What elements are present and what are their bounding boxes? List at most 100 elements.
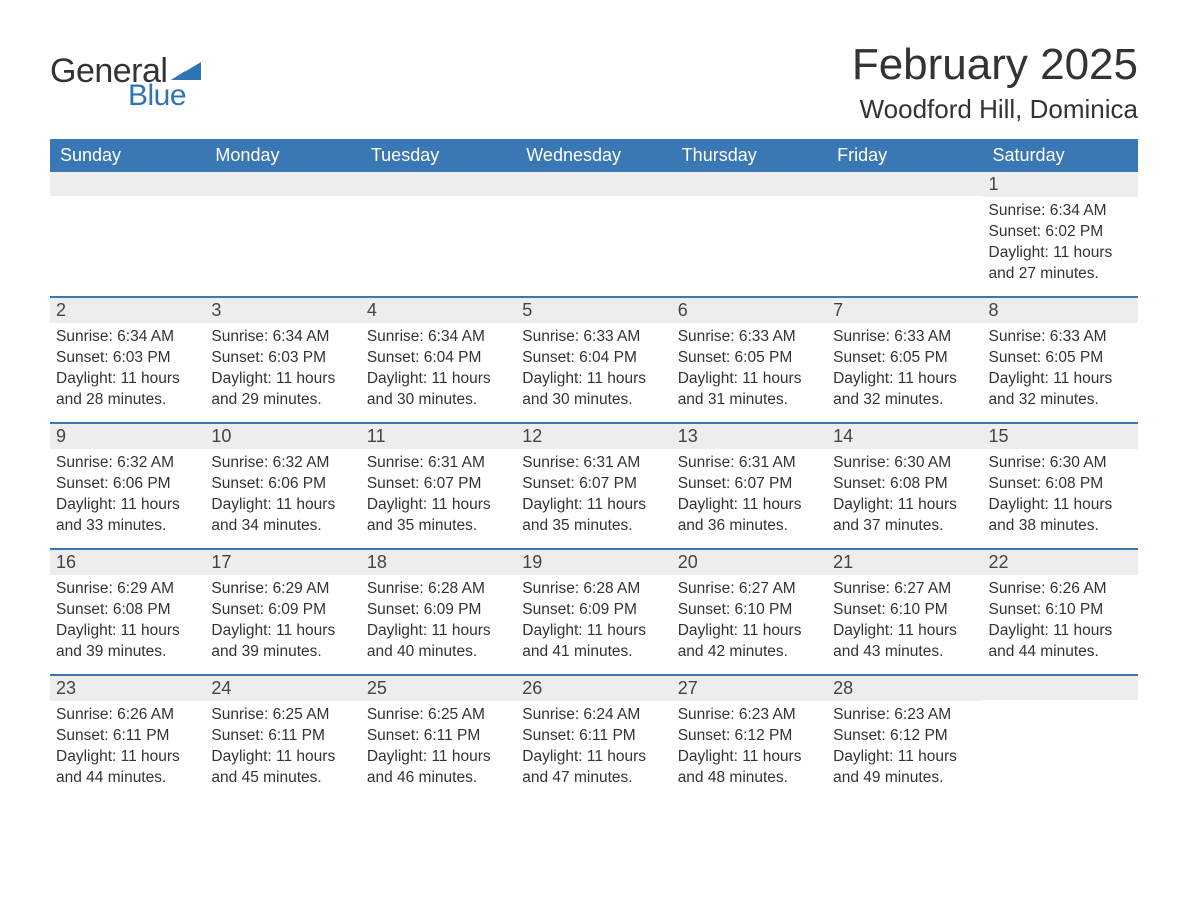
sunrise-line: Sunrise: 6:28 AM: [522, 579, 665, 600]
day-cell: 27Sunrise: 6:23 AMSunset: 6:12 PMDayligh…: [672, 676, 827, 800]
day-details: Sunrise: 6:34 AMSunset: 6:02 PMDaylight:…: [983, 197, 1138, 295]
day-details: Sunrise: 6:34 AMSunset: 6:03 PMDaylight:…: [205, 323, 360, 421]
day-number: 26: [516, 676, 671, 701]
sunset-line: Sunset: 6:10 PM: [989, 600, 1132, 621]
sunrise-line: Sunrise: 6:34 AM: [367, 327, 510, 348]
daylight-line: Daylight: 11 hours and 43 minutes.: [833, 621, 976, 663]
sunset-line: Sunset: 6:05 PM: [678, 348, 821, 369]
weekday-header: Thursday: [672, 139, 827, 172]
day-details: [516, 196, 671, 286]
sunrise-line: Sunrise: 6:31 AM: [367, 453, 510, 474]
daylight-line: Daylight: 11 hours and 37 minutes.: [833, 495, 976, 537]
day-cell: 8Sunrise: 6:33 AMSunset: 6:05 PMDaylight…: [983, 298, 1138, 422]
day-number: 11: [361, 424, 516, 449]
day-number: [361, 172, 516, 196]
sunrise-line: Sunrise: 6:23 AM: [833, 705, 976, 726]
day-cell: 17Sunrise: 6:29 AMSunset: 6:09 PMDayligh…: [205, 550, 360, 674]
sunset-line: Sunset: 6:10 PM: [833, 600, 976, 621]
day-cell: 15Sunrise: 6:30 AMSunset: 6:08 PMDayligh…: [983, 424, 1138, 548]
day-details: Sunrise: 6:28 AMSunset: 6:09 PMDaylight:…: [516, 575, 671, 673]
day-number: 16: [50, 550, 205, 575]
sunset-line: Sunset: 6:09 PM: [522, 600, 665, 621]
sunrise-line: Sunrise: 6:30 AM: [989, 453, 1132, 474]
day-number: 1: [983, 172, 1138, 197]
day-number: [205, 172, 360, 196]
day-cell: [516, 172, 671, 296]
day-cell: [827, 172, 982, 296]
sunset-line: Sunset: 6:05 PM: [989, 348, 1132, 369]
sunrise-line: Sunrise: 6:29 AM: [211, 579, 354, 600]
day-cell: 18Sunrise: 6:28 AMSunset: 6:09 PMDayligh…: [361, 550, 516, 674]
day-number: 27: [672, 676, 827, 701]
sunset-line: Sunset: 6:08 PM: [56, 600, 199, 621]
day-details: Sunrise: 6:26 AMSunset: 6:10 PMDaylight:…: [983, 575, 1138, 673]
day-cell: [205, 172, 360, 296]
day-number: 18: [361, 550, 516, 575]
day-details: Sunrise: 6:23 AMSunset: 6:12 PMDaylight:…: [827, 701, 982, 799]
daylight-line: Daylight: 11 hours and 38 minutes.: [989, 495, 1132, 537]
day-cell: 6Sunrise: 6:33 AMSunset: 6:05 PMDaylight…: [672, 298, 827, 422]
daylight-line: Daylight: 11 hours and 33 minutes.: [56, 495, 199, 537]
sunset-line: Sunset: 6:04 PM: [522, 348, 665, 369]
sunrise-line: Sunrise: 6:33 AM: [678, 327, 821, 348]
calendar: SundayMondayTuesdayWednesdayThursdayFrid…: [50, 139, 1138, 800]
day-cell: [50, 172, 205, 296]
day-number: 20: [672, 550, 827, 575]
day-cell: 28Sunrise: 6:23 AMSunset: 6:12 PMDayligh…: [827, 676, 982, 800]
daylight-line: Daylight: 11 hours and 48 minutes.: [678, 747, 821, 789]
day-details: [205, 196, 360, 286]
sunset-line: Sunset: 6:04 PM: [367, 348, 510, 369]
sunrise-line: Sunrise: 6:32 AM: [211, 453, 354, 474]
sunset-line: Sunset: 6:11 PM: [522, 726, 665, 747]
day-cell: 2Sunrise: 6:34 AMSunset: 6:03 PMDaylight…: [50, 298, 205, 422]
sunrise-line: Sunrise: 6:30 AM: [833, 453, 976, 474]
day-cell: 19Sunrise: 6:28 AMSunset: 6:09 PMDayligh…: [516, 550, 671, 674]
weekday-header: Tuesday: [361, 139, 516, 172]
day-details: Sunrise: 6:30 AMSunset: 6:08 PMDaylight:…: [827, 449, 982, 547]
day-details: Sunrise: 6:26 AMSunset: 6:11 PMDaylight:…: [50, 701, 205, 799]
day-cell: 10Sunrise: 6:32 AMSunset: 6:06 PMDayligh…: [205, 424, 360, 548]
daylight-line: Daylight: 11 hours and 35 minutes.: [522, 495, 665, 537]
day-details: [827, 196, 982, 286]
day-details: Sunrise: 6:32 AMSunset: 6:06 PMDaylight:…: [50, 449, 205, 547]
day-number: 6: [672, 298, 827, 323]
day-cell: 22Sunrise: 6:26 AMSunset: 6:10 PMDayligh…: [983, 550, 1138, 674]
day-details: Sunrise: 6:23 AMSunset: 6:12 PMDaylight:…: [672, 701, 827, 799]
week-row: 1Sunrise: 6:34 AMSunset: 6:02 PMDaylight…: [50, 172, 1138, 296]
daylight-line: Daylight: 11 hours and 32 minutes.: [833, 369, 976, 411]
sunrise-line: Sunrise: 6:23 AM: [678, 705, 821, 726]
day-cell: 5Sunrise: 6:33 AMSunset: 6:04 PMDaylight…: [516, 298, 671, 422]
day-cell: 13Sunrise: 6:31 AMSunset: 6:07 PMDayligh…: [672, 424, 827, 548]
daylight-line: Daylight: 11 hours and 45 minutes.: [211, 747, 354, 789]
day-number: [672, 172, 827, 196]
day-details: Sunrise: 6:33 AMSunset: 6:05 PMDaylight:…: [827, 323, 982, 421]
day-details: [672, 196, 827, 286]
day-cell: 3Sunrise: 6:34 AMSunset: 6:03 PMDaylight…: [205, 298, 360, 422]
day-details: Sunrise: 6:34 AMSunset: 6:03 PMDaylight:…: [50, 323, 205, 421]
daylight-line: Daylight: 11 hours and 30 minutes.: [522, 369, 665, 411]
day-number: 12: [516, 424, 671, 449]
day-number: 8: [983, 298, 1138, 323]
sunset-line: Sunset: 6:08 PM: [833, 474, 976, 495]
day-details: Sunrise: 6:27 AMSunset: 6:10 PMDaylight:…: [827, 575, 982, 673]
sunset-line: Sunset: 6:02 PM: [989, 222, 1132, 243]
sunrise-line: Sunrise: 6:32 AM: [56, 453, 199, 474]
day-number: 4: [361, 298, 516, 323]
daylight-line: Daylight: 11 hours and 40 minutes.: [367, 621, 510, 663]
daylight-line: Daylight: 11 hours and 28 minutes.: [56, 369, 199, 411]
sunrise-line: Sunrise: 6:28 AM: [367, 579, 510, 600]
weekday-header: Saturday: [983, 139, 1138, 172]
day-details: Sunrise: 6:31 AMSunset: 6:07 PMDaylight:…: [672, 449, 827, 547]
day-number: 13: [672, 424, 827, 449]
daylight-line: Daylight: 11 hours and 36 minutes.: [678, 495, 821, 537]
daylight-line: Daylight: 11 hours and 39 minutes.: [211, 621, 354, 663]
sunset-line: Sunset: 6:03 PM: [211, 348, 354, 369]
day-details: [361, 196, 516, 286]
day-number: 5: [516, 298, 671, 323]
sunrise-line: Sunrise: 6:27 AM: [678, 579, 821, 600]
day-number: 22: [983, 550, 1138, 575]
daylight-line: Daylight: 11 hours and 32 minutes.: [989, 369, 1132, 411]
day-details: Sunrise: 6:32 AMSunset: 6:06 PMDaylight:…: [205, 449, 360, 547]
logo-flag-icon: [171, 62, 201, 89]
daylight-line: Daylight: 11 hours and 44 minutes.: [989, 621, 1132, 663]
